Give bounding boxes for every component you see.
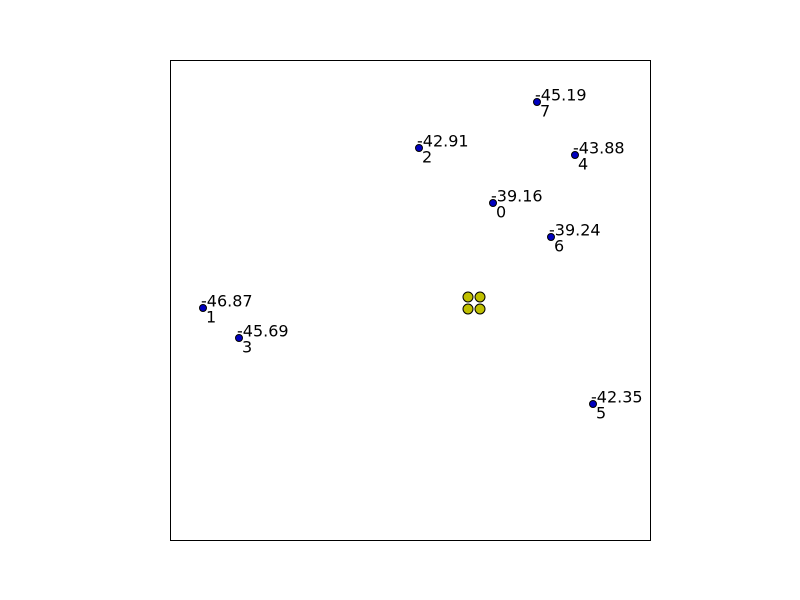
point-value-label: -39.16 [491,187,543,206]
point-index-label: 3 [242,338,252,357]
point-marker [199,304,207,312]
center-cluster [462,291,486,315]
plot-frame [170,60,651,541]
point-marker [489,199,497,207]
point-index-label: 1 [206,308,216,327]
cluster-marker [474,291,486,303]
point-index-label: 5 [596,404,606,423]
point-index-label: 4 [578,155,588,174]
point-value-label: -42.35 [591,388,643,407]
point-marker [589,400,597,408]
point-value-label: -45.19 [535,86,587,105]
cluster-marker [462,303,474,315]
point-value-label: -43.88 [573,139,625,158]
point-index-label: 6 [554,237,564,256]
point-marker [415,144,423,152]
point-marker [533,98,541,106]
point-value-label: -46.87 [201,292,253,311]
point-marker [547,233,555,241]
point-index-label: 2 [422,148,432,167]
point-marker [571,151,579,159]
point-marker [235,334,243,342]
point-index-label: 7 [540,102,550,121]
cluster-marker [462,291,474,303]
point-index-label: 0 [496,203,506,222]
point-value-label: -39.24 [549,221,601,240]
point-value-label: -45.69 [237,322,289,341]
point-value-label: -42.91 [417,132,469,151]
cluster-marker [474,303,486,315]
